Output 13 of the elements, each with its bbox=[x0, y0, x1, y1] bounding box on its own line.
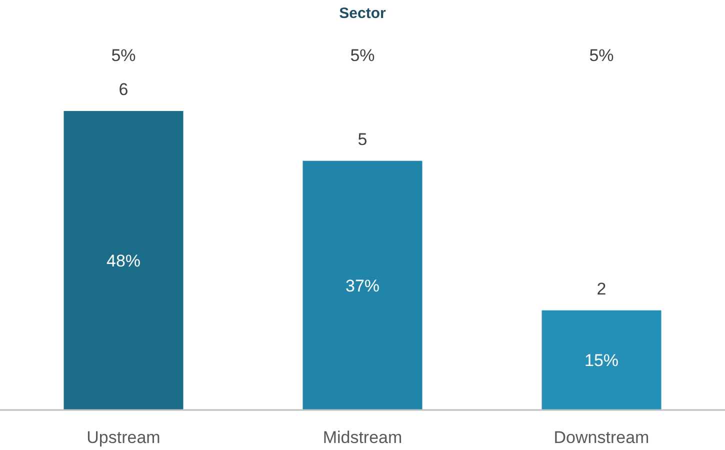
annotation: 37% bbox=[345, 276, 380, 296]
data-label: 2 bbox=[596, 279, 606, 298]
data-label: 6 bbox=[118, 80, 128, 99]
chart-title: Sector bbox=[339, 5, 386, 22]
text: 5% bbox=[111, 46, 136, 65]
x-tick-label: Upstream bbox=[86, 428, 160, 447]
x-tick-label: Downstream bbox=[554, 428, 650, 447]
annotation: 48% bbox=[106, 252, 141, 270]
x-tick-label: Midstream bbox=[322, 428, 402, 447]
annotation: 15% bbox=[584, 351, 619, 370]
data-label: 5 bbox=[358, 130, 368, 149]
text: 5% bbox=[589, 46, 614, 65]
text: 5% bbox=[350, 46, 375, 65]
